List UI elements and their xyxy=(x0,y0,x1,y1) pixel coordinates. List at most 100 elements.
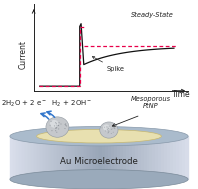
Circle shape xyxy=(102,127,103,128)
Bar xyxy=(164,136,167,179)
Bar xyxy=(22,136,25,179)
Circle shape xyxy=(100,122,118,138)
Bar xyxy=(84,136,87,179)
Bar xyxy=(185,136,188,179)
Bar xyxy=(19,136,22,179)
Bar xyxy=(111,136,114,179)
Circle shape xyxy=(56,125,58,126)
Text: Current: Current xyxy=(18,40,27,69)
Bar xyxy=(13,136,16,179)
Circle shape xyxy=(58,125,59,126)
Bar xyxy=(155,136,158,179)
Circle shape xyxy=(111,129,112,130)
Circle shape xyxy=(112,128,113,129)
Circle shape xyxy=(108,128,109,129)
Bar xyxy=(99,136,102,179)
Ellipse shape xyxy=(10,170,188,189)
Circle shape xyxy=(51,130,52,131)
Bar xyxy=(117,136,120,179)
Circle shape xyxy=(60,123,62,125)
Text: 2H$_2$O + 2 e$^-$  H$_2$ + 2OH$^-$: 2H$_2$O + 2 e$^-$ H$_2$ + 2OH$^-$ xyxy=(1,98,92,109)
Circle shape xyxy=(46,117,69,137)
Bar xyxy=(40,136,43,179)
Circle shape xyxy=(113,127,114,128)
Circle shape xyxy=(54,125,55,126)
Circle shape xyxy=(55,128,56,129)
Bar xyxy=(149,136,152,179)
Bar xyxy=(87,136,90,179)
Circle shape xyxy=(56,123,57,124)
Circle shape xyxy=(108,132,109,133)
Bar xyxy=(176,136,179,179)
Circle shape xyxy=(50,121,52,122)
Bar xyxy=(123,136,126,179)
Circle shape xyxy=(50,120,59,128)
Bar xyxy=(102,136,105,179)
Text: Au Microelectrode: Au Microelectrode xyxy=(60,157,138,166)
Circle shape xyxy=(107,127,108,128)
Circle shape xyxy=(109,126,110,127)
Bar xyxy=(72,136,75,179)
Bar xyxy=(78,136,81,179)
FancyArrowPatch shape xyxy=(47,111,55,117)
Bar xyxy=(135,136,138,179)
Circle shape xyxy=(65,124,66,125)
Bar xyxy=(152,136,155,179)
Circle shape xyxy=(65,125,67,126)
Circle shape xyxy=(64,128,66,129)
Bar xyxy=(96,136,99,179)
Bar xyxy=(43,136,46,179)
Bar xyxy=(147,136,149,179)
Bar xyxy=(57,136,60,179)
Bar xyxy=(63,136,66,179)
Bar xyxy=(138,136,141,179)
Bar xyxy=(10,136,13,179)
Bar xyxy=(129,136,132,179)
Bar xyxy=(51,136,54,179)
Bar xyxy=(16,136,19,179)
Circle shape xyxy=(107,129,108,130)
Text: Time: Time xyxy=(172,90,191,99)
Bar xyxy=(28,136,31,179)
Circle shape xyxy=(65,123,66,124)
Bar xyxy=(132,136,135,179)
Bar xyxy=(46,136,49,179)
Bar xyxy=(144,136,147,179)
Circle shape xyxy=(113,132,114,133)
Circle shape xyxy=(108,132,109,133)
Text: Steady-State: Steady-State xyxy=(131,12,174,18)
Circle shape xyxy=(58,122,60,123)
Circle shape xyxy=(55,122,56,123)
Circle shape xyxy=(66,125,67,127)
Circle shape xyxy=(55,128,57,129)
Bar xyxy=(170,136,173,179)
Bar xyxy=(126,136,129,179)
Bar xyxy=(167,136,170,179)
Bar xyxy=(182,136,185,179)
Bar xyxy=(158,136,161,179)
Circle shape xyxy=(55,130,56,131)
Ellipse shape xyxy=(10,126,188,146)
Circle shape xyxy=(111,133,112,134)
Text: Mesoporous
PtNP: Mesoporous PtNP xyxy=(130,96,170,109)
Bar xyxy=(105,136,108,179)
Bar xyxy=(93,136,96,179)
Bar xyxy=(90,136,93,179)
Bar xyxy=(161,136,164,179)
Bar xyxy=(60,136,63,179)
Bar xyxy=(179,136,182,179)
FancyArrowPatch shape xyxy=(41,113,49,119)
Circle shape xyxy=(56,127,57,128)
Bar xyxy=(108,136,111,179)
Bar xyxy=(120,136,123,179)
Circle shape xyxy=(108,130,109,131)
Circle shape xyxy=(114,128,115,129)
Bar xyxy=(75,136,78,179)
Bar xyxy=(34,136,37,179)
Bar xyxy=(114,136,117,179)
Circle shape xyxy=(58,128,59,129)
Circle shape xyxy=(104,127,105,128)
Bar xyxy=(69,136,72,179)
Text: Spike: Spike xyxy=(92,57,125,72)
Bar xyxy=(81,136,84,179)
